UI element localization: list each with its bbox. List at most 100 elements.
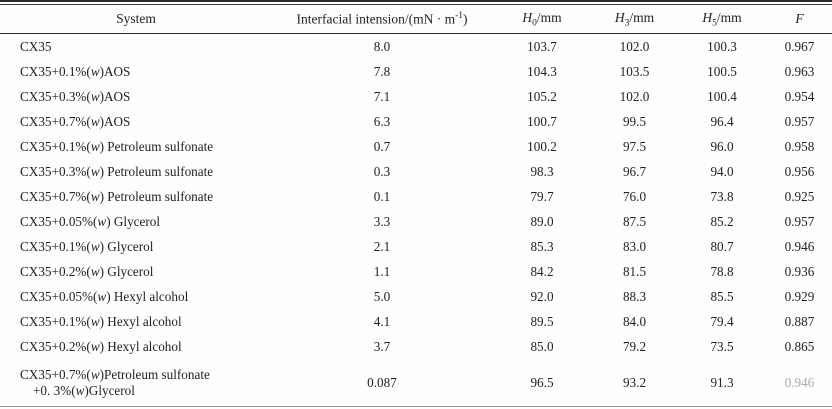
h5-value: 96.0: [710, 138, 734, 154]
header-row: System Interfacial intension/(mN · m-1) …: [0, 5, 832, 34]
h5-value: 100.5: [707, 63, 737, 79]
ift-value: 0.7: [373, 138, 391, 154]
h3-value: 97.5: [622, 138, 647, 154]
system-cell: CX35+0.3%(w) Petroleum sulfonate: [20, 163, 214, 179]
h0-value: 79.7: [530, 188, 554, 204]
f-value: 0.946: [784, 238, 815, 254]
system-cell: CX35+0.2%(w) Hexyl alcohol: [20, 338, 182, 354]
table-row: CX35 8.0 103.7 102.0 100.3 0.967: [0, 34, 832, 60]
h3-value: 88.3: [622, 288, 647, 304]
table-row: CX35+0.7%(w) Petroleum sulfonate 0.1 79.…: [0, 184, 832, 209]
f-value: 0.957: [784, 113, 815, 129]
h3-value: 84.0: [622, 313, 647, 329]
table-row: CX35+0.3%(w)AOS 7.1 105.2 102.0 100.4 0.…: [0, 84, 832, 109]
header-system: System: [0, 5, 272, 34]
h5-value: 85.5: [710, 288, 734, 304]
system-cell: CX35+0.2%(w) Glycerol: [20, 263, 154, 279]
table-row: CX35+0.1%(w)AOS 7.8 104.3 103.5 100.5 0.…: [0, 59, 832, 84]
header-h5: H5/mm: [677, 5, 767, 34]
h3-value: 81.5: [622, 263, 647, 279]
table-row: CX35+0.2%(w) Hexyl alcohol 3.7 85.0 79.2…: [0, 334, 832, 359]
h3-value: 102.0: [619, 88, 650, 104]
h3-value: 93.2: [592, 359, 677, 407]
h0-value: 84.2: [530, 263, 554, 279]
system-cell: CX35+0.3%(w)AOS: [20, 88, 131, 104]
h5-value: 79.4: [710, 313, 734, 329]
ift-value: 0.087: [272, 359, 492, 407]
f-value: 0.967: [784, 38, 815, 54]
ift-value: 0.3: [373, 163, 391, 179]
ift-value: 0.1: [373, 188, 391, 204]
h5-value: 80.7: [710, 238, 734, 254]
h0-value: 85.0: [530, 338, 554, 354]
ift-value: 7.8: [373, 63, 391, 79]
ift-value: 4.1: [373, 313, 391, 329]
system-cell: CX35+0.1%(w)AOS: [20, 63, 131, 79]
h0-value: 105.2: [527, 88, 557, 104]
f-value: 0.957: [784, 213, 815, 229]
system-cell: CX35+0.7%(w)AOS: [20, 113, 131, 129]
f-value: 0.887: [784, 313, 815, 329]
f-value: 0.963: [784, 63, 815, 79]
ift-value: 2.1: [373, 238, 391, 254]
ift-value: 3.3: [373, 213, 391, 229]
header-interfacial-tension: Interfacial intension/(mN · m-1): [272, 5, 492, 34]
h0-value: 100.2: [527, 138, 557, 154]
results-table: System Interfacial intension/(mN · m-1) …: [0, 5, 832, 407]
system-cell: CX35+0.1%(w) Petroleum sulfonate: [20, 138, 214, 154]
h3-value: 87.5: [622, 213, 647, 229]
h5-value: 91.3: [677, 359, 767, 407]
h5-value: 78.8: [710, 263, 734, 279]
h0-value: 89.0: [530, 213, 554, 229]
f-value: 0.956: [784, 163, 815, 179]
system-cell: CX35+0.7%(w)Petroleum sulfonate +0. 3%(w)…: [0, 359, 272, 407]
system-cell: CX35+0.7%(w) Petroleum sulfonate: [20, 188, 214, 204]
system-cell: CX35+0.05%(w) Glycerol: [20, 213, 161, 229]
h3-value: 99.5: [622, 113, 647, 129]
h5-value: 100.4: [707, 88, 737, 104]
f-value: 0.946: [767, 359, 832, 407]
h5-value: 85.2: [710, 213, 734, 229]
f-value: 0.925: [784, 188, 815, 204]
table-row: CX35+0.1%(w) Hexyl alcohol 4.1 89.5 84.0…: [0, 309, 832, 334]
h3-value: 103.5: [619, 63, 650, 79]
table-row: CX35+0.7%(w)Petroleum sulfonate +0. 3%(w)…: [0, 359, 832, 407]
ift-value: 1.1: [373, 263, 391, 279]
table-row: CX35+0.7%(w)AOS 6.3 100.7 99.5 96.4 0.95…: [0, 109, 832, 134]
h0-value: 104.3: [527, 63, 557, 79]
system-cell: CX35: [20, 38, 52, 54]
f-value: 0.929: [784, 288, 815, 304]
h3-value: 83.0: [622, 238, 647, 254]
h5-value: 94.0: [710, 163, 734, 179]
f-value: 0.936: [784, 263, 815, 279]
h3-value: 76.0: [622, 188, 647, 204]
header-h0: H0/mm: [492, 5, 592, 34]
ift-value: 3.7: [373, 338, 391, 354]
f-value: 0.958: [784, 138, 815, 154]
h5-value: 73.5: [710, 338, 734, 354]
ift-value: 5.0: [373, 288, 391, 304]
table-top-rule: [0, 0, 832, 5]
h3-value: 102.0: [619, 38, 650, 54]
h0-value: 85.3: [530, 238, 554, 254]
ift-value: 8.0: [373, 38, 391, 54]
table-row: CX35+0.05%(w) Hexyl alcohol 5.0 92.0 88.…: [0, 284, 832, 309]
ift-value: 6.3: [373, 113, 391, 129]
h5-value: 100.3: [707, 38, 737, 54]
f-value: 0.954: [784, 88, 815, 104]
h0-value: 89.5: [530, 313, 554, 329]
table-row: CX35+0.1%(w) Glycerol 2.1 85.3 83.0 80.7…: [0, 234, 832, 259]
table-row: CX35+0.3%(w) Petroleum sulfonate 0.3 98.…: [0, 159, 832, 184]
h0-value: 96.5: [492, 359, 592, 407]
system-cell: CX35+0.1%(w) Hexyl alcohol: [20, 313, 182, 329]
table-row: CX35+0.1%(w) Petroleum sulfonate 0.7 100…: [0, 134, 832, 159]
h0-value: 103.7: [527, 38, 557, 54]
h0-value: 92.0: [530, 288, 554, 304]
system-cell: CX35+0.1%(w) Glycerol: [20, 238, 154, 254]
table-row: CX35+0.05%(w) Glycerol 3.3 89.0 87.5 85.…: [0, 209, 832, 234]
system-cell: CX35+0.05%(w) Hexyl alcohol: [20, 288, 189, 304]
header-h3: H3/mm: [592, 5, 677, 34]
f-value: 0.865: [784, 338, 815, 354]
h5-value: 96.4: [710, 113, 734, 129]
